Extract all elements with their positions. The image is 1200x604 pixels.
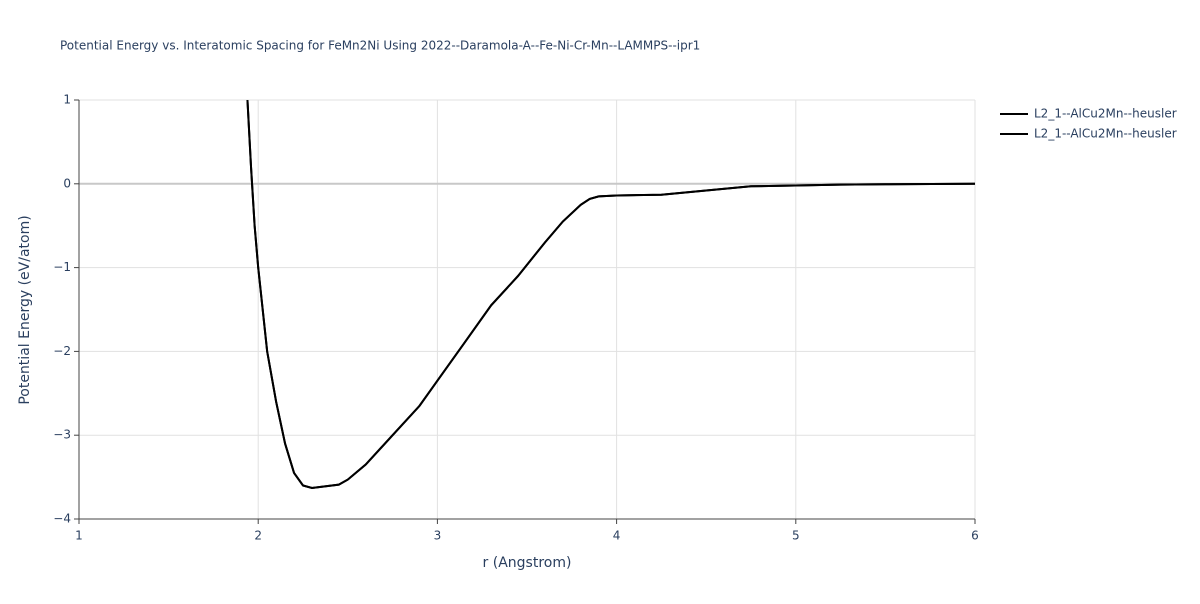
legend-label: L2_1--AlCu2Mn--heusler — [1034, 107, 1177, 121]
y-tick-label: 0 — [63, 176, 71, 190]
x-tick-label: 3 — [434, 529, 442, 543]
y-tick-label: −1 — [53, 260, 71, 274]
x-tick-label: 6 — [971, 529, 979, 543]
line-series — [246, 100, 975, 490]
line-series — [246, 100, 975, 490]
x-tick-label: 1 — [75, 529, 83, 543]
y-tick-label: 1 — [63, 93, 71, 107]
x-tick-label: 5 — [792, 529, 800, 543]
legend-label: L2_1--AlCu2Mn--heusler — [1034, 127, 1177, 141]
y-tick-label: −3 — [53, 428, 71, 442]
x-tick-label: 2 — [254, 529, 262, 543]
y-axis-label: Potential Energy (eV/atom) — [17, 215, 33, 404]
y-tick-label: −2 — [53, 344, 71, 358]
x-axis-label: r (Angstrom) — [483, 555, 572, 571]
y-tick-label: −4 — [53, 512, 71, 526]
x-tick-label: 4 — [613, 529, 621, 543]
chart-title: Potential Energy vs. Interatomic Spacing… — [60, 39, 700, 53]
